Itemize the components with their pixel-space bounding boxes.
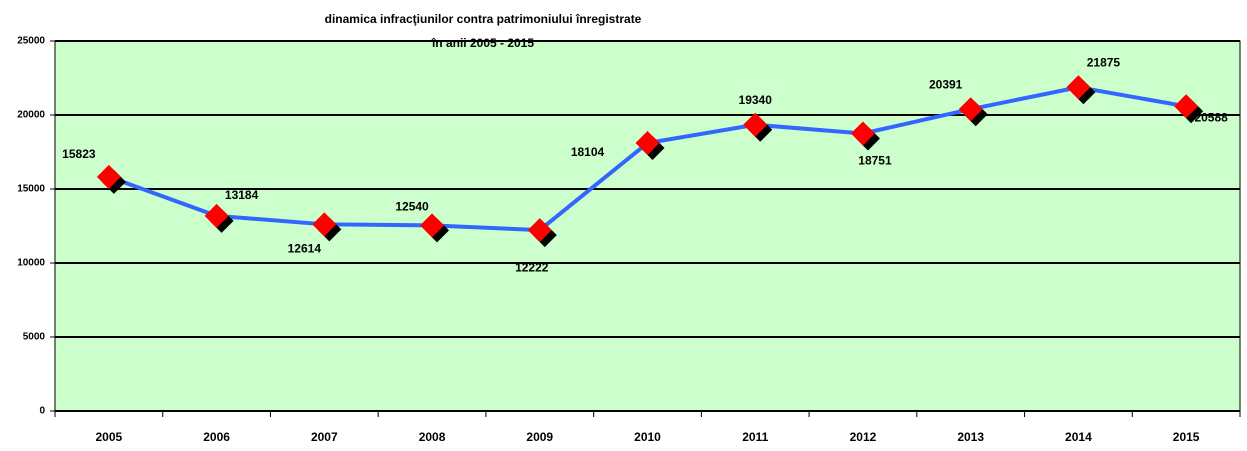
marker <box>96 164 121 189</box>
x-tick-label: 2009 <box>526 430 553 444</box>
data-label: 21875 <box>1087 55 1121 69</box>
data-label: 19340 <box>739 93 773 107</box>
marker <box>1066 75 1091 100</box>
marker <box>958 97 983 122</box>
y-tick-label: 5000 <box>23 332 46 343</box>
marker <box>743 112 768 137</box>
x-tick-label: 2006 <box>203 430 230 444</box>
marker <box>204 203 229 228</box>
x-tick-label: 2013 <box>957 430 984 444</box>
data-label: 18751 <box>858 154 892 168</box>
data-label: 20391 <box>929 77 963 91</box>
data-label: 12540 <box>395 200 429 214</box>
y-tick-label: 20000 <box>17 110 45 121</box>
marker <box>1174 94 1199 119</box>
marker <box>420 213 445 238</box>
chart-title: în anii 2005 - 2015 <box>431 36 534 50</box>
x-tick-label: 2012 <box>850 430 877 444</box>
x-tick-label: 2010 <box>634 430 661 444</box>
y-tick-label: 0 <box>39 406 45 417</box>
chart-title: dinamica infracţiunilor contra patrimoni… <box>325 12 642 26</box>
marker <box>850 121 875 146</box>
data-label: 12222 <box>515 260 549 274</box>
x-tick-label: 2014 <box>1065 430 1092 444</box>
data-label: 20588 <box>1194 110 1228 124</box>
x-tick-label: 2005 <box>96 430 123 444</box>
x-tick-label: 2008 <box>419 430 446 444</box>
x-tick-label: 2011 <box>742 430 768 444</box>
x-tick-label: 2007 <box>311 430 338 444</box>
y-tick-label: 25000 <box>17 36 45 47</box>
marker <box>312 212 337 237</box>
marker <box>635 131 660 156</box>
data-label: 18104 <box>571 145 605 159</box>
y-tick-label: 15000 <box>17 184 45 195</box>
plot-area <box>54 40 1241 412</box>
marker <box>527 218 552 243</box>
data-label: 12614 <box>288 241 322 255</box>
y-tick-label: 10000 <box>17 258 45 269</box>
data-label: 13184 <box>225 188 259 202</box>
x-tick-label: 2015 <box>1173 430 1200 444</box>
data-label: 15823 <box>62 147 96 161</box>
